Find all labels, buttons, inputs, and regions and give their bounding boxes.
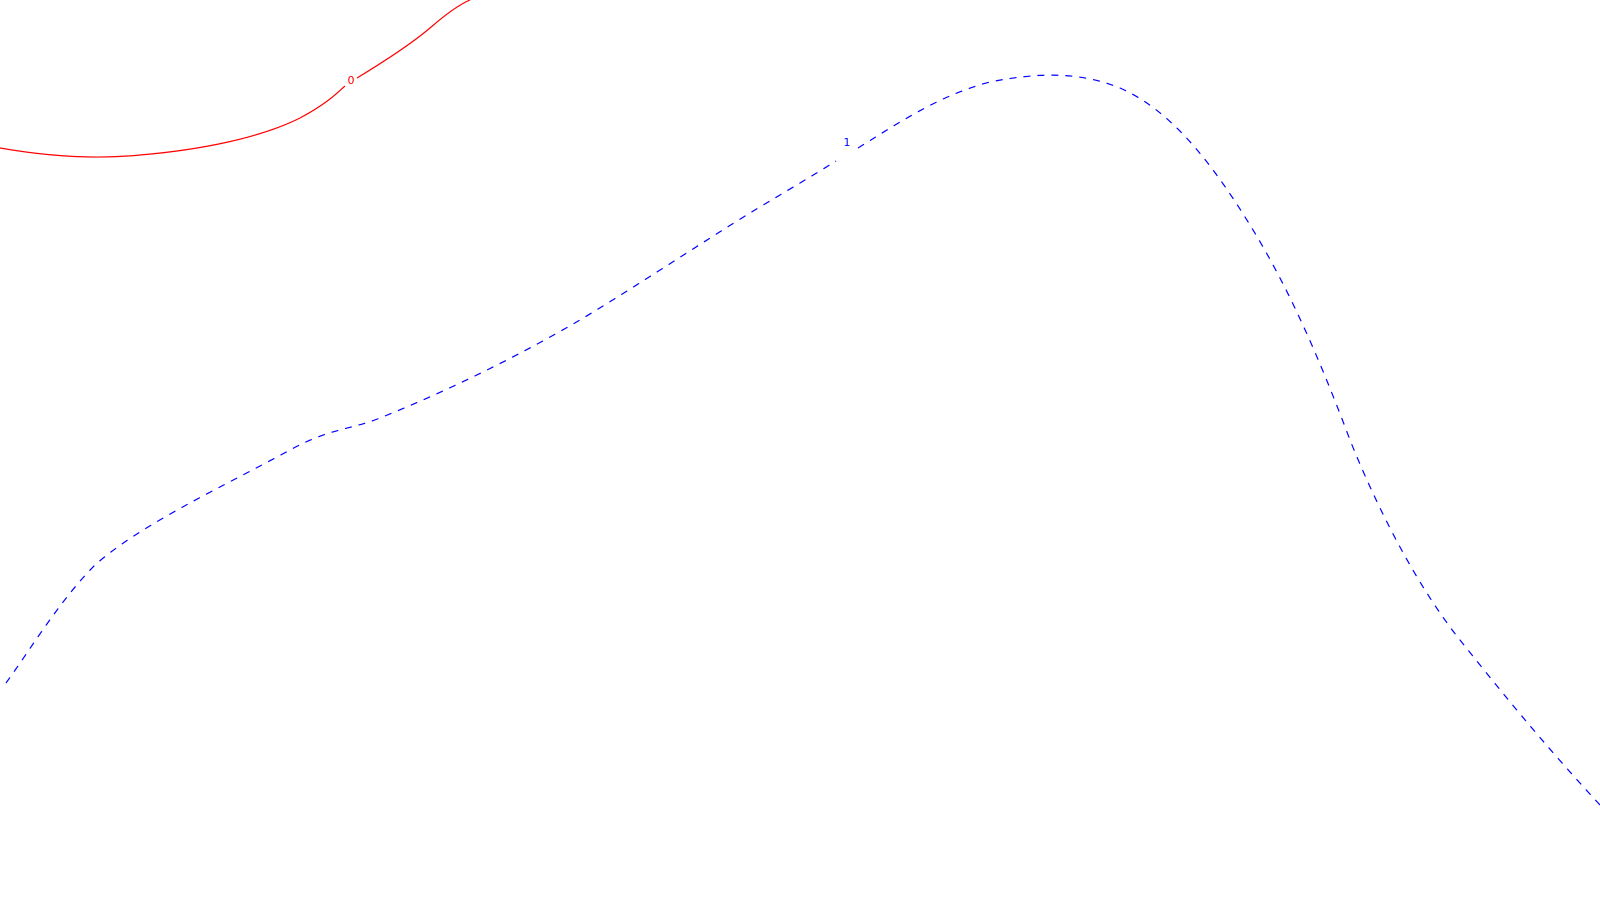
contour-0-line (0, 0, 471, 158)
contour-1: 1 (5, 74, 1600, 806)
contour-0-label: 0 (348, 74, 355, 87)
contour-0: 0 (0, 0, 471, 158)
contour-1-label: 1 (844, 136, 851, 149)
contour-1-line (5, 74, 1600, 806)
